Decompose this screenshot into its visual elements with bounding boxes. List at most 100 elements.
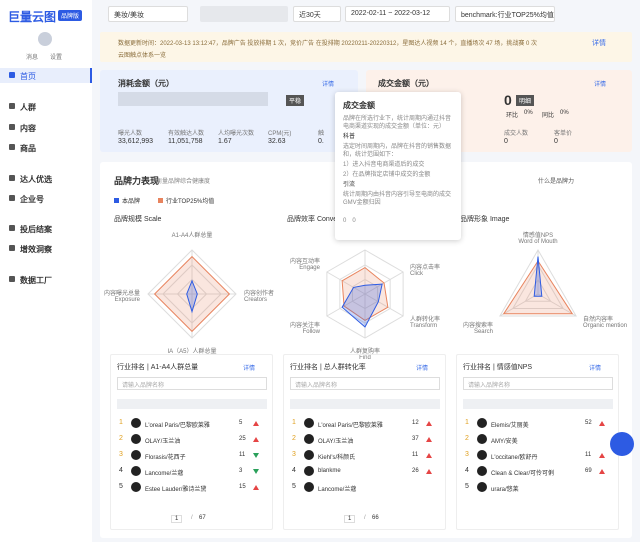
page-current[interactable]: 1 bbox=[171, 515, 183, 523]
rank-value: 11 bbox=[239, 452, 246, 458]
axis-label: 内容关注率 Follow bbox=[289, 323, 320, 335]
axis-label: 内容创作者 Creators bbox=[244, 291, 275, 303]
metric-label: 有效触达人数 bbox=[168, 131, 205, 137]
trend-arrow bbox=[426, 437, 432, 442]
nav-icon bbox=[9, 276, 15, 282]
yoy-label: 同比 bbox=[542, 113, 555, 119]
section-title: 品牌力表现 bbox=[114, 176, 160, 186]
legend-swatch bbox=[158, 198, 163, 203]
rank-num: 3 bbox=[119, 451, 123, 458]
filter-text: 近30天 bbox=[299, 12, 321, 19]
axis-label: IA（A5）人群总量 bbox=[167, 349, 217, 355]
rank-link[interactable]: 详情 bbox=[589, 366, 602, 372]
notice-link[interactable]: 详情 bbox=[592, 40, 606, 47]
nav-item[interactable]: 增效洞察 bbox=[0, 241, 92, 256]
rank-value: 12 bbox=[412, 420, 419, 426]
side-link[interactable]: 消息 bbox=[26, 55, 39, 61]
section-subtitle: 衡量品牌综合健康度 bbox=[156, 179, 211, 185]
dislike[interactable]: 0 bbox=[352, 218, 356, 224]
nav-item[interactable]: 商品 bbox=[0, 140, 92, 155]
nav-item[interactable]: 达人优选 bbox=[0, 171, 92, 186]
ring-label: 环比 bbox=[506, 113, 519, 119]
metric-value: 32.63 bbox=[268, 138, 286, 145]
rank-value: 11 bbox=[412, 452, 419, 458]
help-link[interactable]: 什么是品牌力 bbox=[538, 179, 575, 185]
nav-item[interactable]: 数据工厂 bbox=[0, 272, 92, 287]
tooltip-title: 成交金额 bbox=[343, 101, 375, 110]
nav-icon bbox=[9, 144, 15, 150]
filter-select[interactable]: 近30天 bbox=[293, 6, 341, 22]
search-input[interactable]: 请输入品牌名称 bbox=[290, 377, 440, 390]
avatar bbox=[38, 32, 52, 46]
tag: 明细 bbox=[516, 95, 535, 106]
nav-label: 增效洞察 bbox=[20, 245, 52, 254]
filter-text: 2022-02-11 ~ 2022-03-12 bbox=[351, 10, 431, 17]
search-input[interactable]: 请输入品牌名称 bbox=[117, 377, 267, 390]
search-input[interactable]: 请输入品牌名称 bbox=[463, 377, 613, 390]
rank-title[interactable]: 行业排名 | 情感值NPS bbox=[463, 364, 533, 371]
rank-num: 3 bbox=[465, 451, 469, 458]
nav-item[interactable]: 企业号 bbox=[0, 191, 92, 206]
side-link[interactable]: 设置 bbox=[50, 55, 63, 61]
rank-num: 5 bbox=[292, 483, 296, 490]
brand-logo bbox=[131, 418, 141, 428]
like[interactable]: 0 bbox=[343, 218, 347, 224]
brand-logo bbox=[131, 450, 141, 460]
card-link[interactable]: 详情 bbox=[322, 82, 335, 88]
metric-label: 曝光人数 bbox=[118, 131, 143, 137]
radar-grid bbox=[499, 249, 577, 317]
radar-benchmark bbox=[153, 255, 231, 333]
brand-logo bbox=[477, 466, 487, 476]
notice: 数据更新时间：2022-03-13 13:12:47，品牌广告 投放排期 1 次… bbox=[100, 32, 632, 62]
metric-label: 触 bbox=[318, 131, 325, 137]
card-link[interactable]: 详情 bbox=[594, 82, 607, 88]
metric-label: CPM(元) bbox=[268, 131, 292, 137]
rank-value: 15 bbox=[239, 484, 246, 490]
brand-name: AMY/安美 bbox=[491, 439, 518, 445]
brand-logo bbox=[304, 434, 314, 444]
brand-name: urara/悠莱 bbox=[491, 487, 519, 493]
rank-box: 行业排名 | 情感值NPS 详情 请输入品牌名称 1 Elemis/艾丽美 52 2 AMY/… bbox=[456, 354, 619, 530]
nav-item[interactable]: 内容 bbox=[0, 120, 92, 135]
rank-num: 4 bbox=[465, 467, 469, 474]
trend-arrow bbox=[426, 421, 432, 426]
radar-benchmark bbox=[502, 260, 574, 315]
nav-label: 商品 bbox=[20, 144, 36, 153]
nav-item[interactable]: 首页 bbox=[0, 68, 92, 83]
radar-axis bbox=[537, 293, 577, 317]
axis-label: 人群复购率 Find bbox=[349, 349, 380, 361]
tooltip-line: 品牌在所选行业下，统计周期内通过抖音电商渠道实现的成交金额（单位：元） bbox=[343, 116, 452, 130]
filter-select[interactable]: benchmark:行业TOP25%均值 bbox=[455, 6, 555, 22]
rank-title[interactable]: 行业排名 | 总人群转化率 bbox=[290, 364, 366, 371]
chat-button[interactable] bbox=[610, 432, 634, 456]
rank-link[interactable]: 详情 bbox=[416, 366, 429, 372]
brand-name: Clean & Clear/可伶可俐 bbox=[491, 471, 555, 477]
axis-label: 内容互动率 Engage bbox=[289, 259, 320, 271]
cost-card: 消耗金额（元） 详情 平稳 曝光人数 33,612,993 有效触达人数 11,051,75… bbox=[100, 70, 358, 152]
nav-item[interactable]: 投后结案 bbox=[0, 221, 92, 236]
nav-icon bbox=[9, 195, 15, 201]
radar-axis bbox=[364, 293, 404, 317]
rank-num: 5 bbox=[119, 483, 123, 490]
rank-value: 25 bbox=[239, 436, 246, 442]
rank-num: 4 bbox=[119, 467, 123, 474]
card-title: 消耗金额（元） bbox=[118, 79, 174, 88]
rank-title[interactable]: 行业排名 | A1-A4人群总量 bbox=[117, 364, 199, 371]
filter-select[interactable]: 2022-02-11 ~ 2022-03-12 bbox=[345, 6, 450, 22]
page-current[interactable]: 1 bbox=[344, 515, 356, 523]
nav-item[interactable]: 人群 bbox=[0, 99, 92, 114]
blurred-row bbox=[290, 399, 440, 409]
radar-axis bbox=[326, 271, 366, 295]
rank-num: 2 bbox=[119, 435, 123, 442]
filter-text: 美妆/美妆 bbox=[114, 12, 144, 19]
filter-select[interactable]: 美妆/美妆 bbox=[108, 6, 188, 22]
nav-icon bbox=[9, 124, 15, 130]
axis-label: 人群转化率 Transform bbox=[410, 317, 441, 329]
rank-link[interactable]: 详情 bbox=[243, 366, 256, 372]
metric-value: 0 bbox=[504, 138, 508, 145]
metric-value: 0. bbox=[318, 138, 324, 145]
brand-name: L'oreal Paris/巴黎欧莱雅 bbox=[318, 423, 383, 429]
legend-swatch bbox=[114, 198, 119, 203]
metric-label: 人均曝光次数 bbox=[218, 131, 255, 137]
